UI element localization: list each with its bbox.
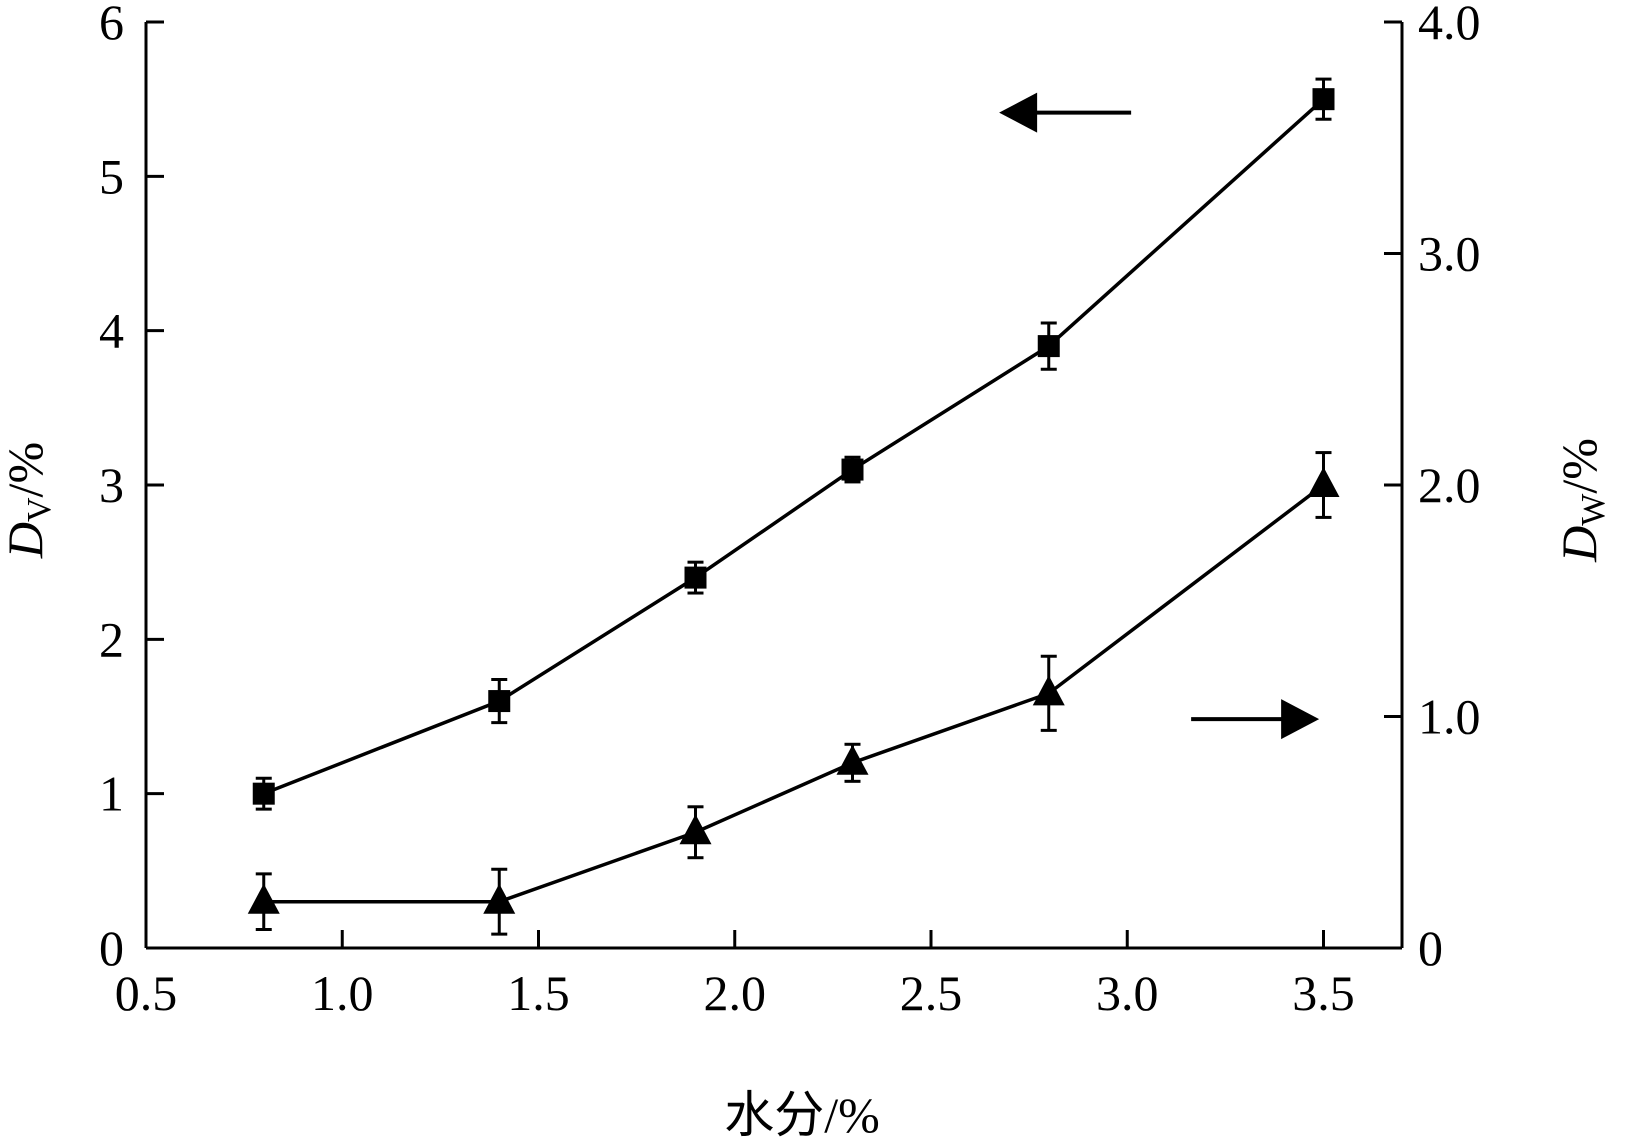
data-point-square (684, 566, 707, 589)
data-point-triangle (247, 883, 280, 914)
arrow-head (999, 92, 1038, 133)
y-left-axis-title: DV/% (0, 442, 58, 559)
annotations (999, 92, 1320, 740)
left-axis-arrow (999, 92, 1132, 133)
y-right-tick-label: 4.0 (1418, 0, 1481, 50)
data-point-square (841, 458, 864, 481)
x-tick-label: 0.5 (115, 965, 178, 1021)
y-right-axis-subscript: W (1575, 493, 1612, 526)
x-tick-label: 1.5 (507, 965, 570, 1021)
series (247, 77, 1340, 936)
y-left-axis-unit: /% (0, 442, 53, 498)
data-point-triangle (1307, 467, 1340, 497)
series-2-triangle (247, 451, 1340, 936)
arrow-head (1281, 699, 1320, 740)
ticks: 0.5 1.0 1.5 2.0 2.5 3.0 3.5 0 1 2 3 4 5 6 0 1.0 2.0 3.0 4.… (99, 0, 1481, 1021)
x-tick-label: 3.0 (1096, 965, 1159, 1021)
x-tick-label: 2.0 (704, 965, 767, 1021)
data-point-square (252, 782, 275, 805)
x-tick-label: 2.5 (900, 965, 963, 1021)
data-point-square (1037, 335, 1060, 358)
data-point-triangle (679, 814, 712, 845)
y-left-axis-subscript: V (21, 497, 58, 522)
y-right-axis-title: DW/% (1551, 438, 1612, 563)
data-point-triangle (836, 744, 869, 775)
y-left-tick-label: 0 (99, 920, 124, 976)
y-left-tick-label: 5 (99, 148, 124, 204)
x-tick-label: 1.0 (311, 965, 374, 1021)
data-point-triangle (483, 883, 516, 914)
y-right-tick-label: 1.0 (1418, 689, 1481, 745)
y-left-tick-label: 6 (99, 0, 124, 50)
x-axis-title: 水分/% (724, 1087, 880, 1142)
y-left-tick-label: 4 (99, 303, 124, 359)
y-right-tick-label: 0 (1418, 920, 1443, 976)
y-right-tick-label: 2.0 (1418, 457, 1481, 513)
y-right-tick-label: 3.0 (1418, 226, 1481, 282)
right-axis-arrow (1191, 699, 1320, 740)
series-1-square (252, 77, 1335, 811)
y-left-tick-label: 1 (99, 766, 124, 822)
x-tick-label: 3.5 (1292, 965, 1355, 1021)
series-line (263, 483, 1325, 904)
y-left-tick-label: 2 (99, 611, 124, 667)
data-point-square (488, 690, 511, 713)
y-left-tick-label: 3 (99, 457, 124, 513)
series-line (263, 97, 1325, 796)
data-point-triangle (1032, 675, 1065, 706)
data-point-square (1312, 88, 1335, 111)
axes (144, 22, 1404, 950)
y-right-axis-unit: /% (1551, 438, 1607, 494)
y-right-axis-symbol: D (1551, 526, 1607, 563)
y-left-axis-symbol: D (0, 522, 53, 559)
